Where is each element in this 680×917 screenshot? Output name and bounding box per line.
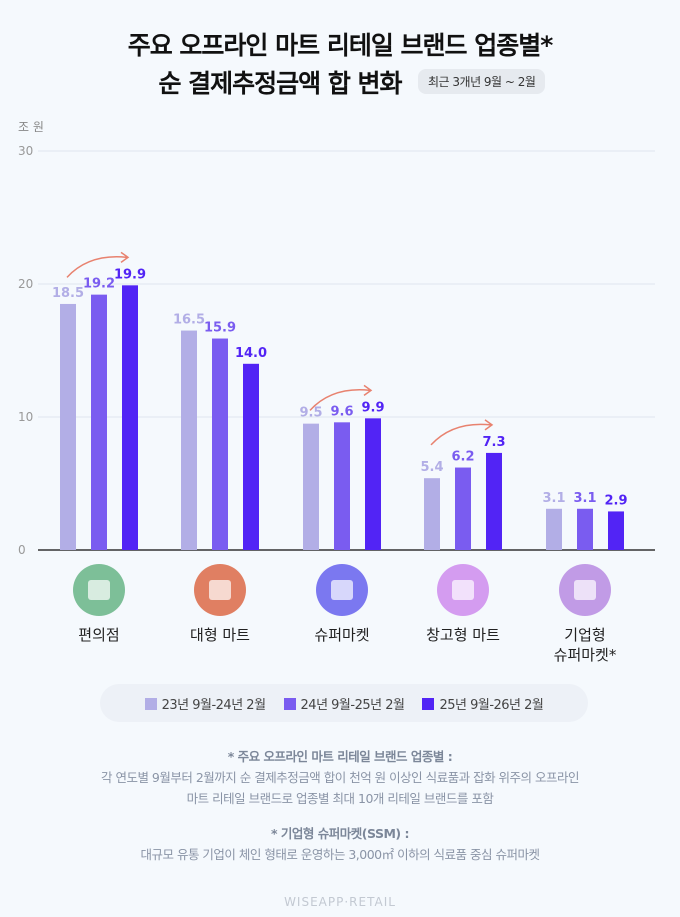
bar (91, 294, 107, 550)
increase-arrow (309, 389, 371, 411)
legend: 23년 9월-24년 2월 24년 9월-25년 2월 25년 9월-26년 2… (100, 684, 588, 722)
legend-label: 24년 9월-25년 2월 (300, 697, 405, 713)
y-tick-label: 30 (18, 144, 33, 158)
convenience-store-24-icon-glyph (88, 580, 110, 600)
legend-swatch (283, 697, 296, 710)
category-label: 기업형 (564, 626, 605, 644)
increase-arrow (430, 423, 492, 446)
legend-item: 25년 9월-26년 2월 (422, 694, 544, 713)
supermarket-store-icon-glyph (331, 580, 353, 600)
footer-logo: WISEAPP·RETAIL (284, 895, 396, 909)
bar (546, 508, 562, 550)
data-label: 9.5 (299, 406, 322, 421)
data-label: 7.3 (482, 435, 505, 450)
bar (486, 452, 502, 550)
shopping-cart-icon-glyph (209, 580, 231, 600)
bar (424, 478, 440, 550)
legend-item: 24년 9월-25년 2월 (283, 694, 405, 713)
footnotes: * 주요 오프라인 마트 리테일 브랜드 업종별 : 각 연도별 9월부터 2월… (0, 746, 680, 865)
y-tick-label: 10 (18, 410, 33, 424)
note1-line1: 각 연도별 9월부터 2월까지 순 결제추정금액 합이 천억 원 이상인 식료품… (100, 770, 580, 785)
category-label: 슈퍼마켓* (554, 646, 617, 664)
data-label: 19.9 (114, 267, 146, 282)
category-label: 대형 마트 (190, 626, 250, 644)
category-label: 편의점 (78, 626, 119, 644)
increase-arrow-head (363, 384, 373, 396)
bar (181, 330, 197, 550)
data-label: 9.9 (361, 400, 384, 415)
data-label: 15.9 (204, 321, 236, 336)
data-label: 9.6 (330, 404, 353, 419)
bar (60, 303, 76, 550)
y-tick-label: 20 (18, 277, 33, 291)
data-label: 14.0 (235, 346, 267, 361)
data-label: 18.5 (52, 286, 84, 301)
bar (365, 418, 381, 550)
legend-label: 25년 9월-26년 2월 (439, 697, 544, 713)
note2-line1: 대규모 유통 기업이 체인 형태로 운영하는 3,000㎡ 이하의 식료품 중심… (140, 847, 540, 862)
bar (334, 422, 350, 550)
bar (122, 285, 138, 550)
bar-chart: 조 원 0 10 20 30 18.519.219.9 편의점 16.515.9 14.0 대형 … (18, 120, 655, 664)
bar (455, 467, 471, 550)
note2-title: * 기업형 슈퍼마켓(SSM) : (271, 826, 409, 841)
category-label: 창고형 마트 (426, 626, 500, 644)
data-label: 3.1 (573, 491, 596, 506)
legend-label: 23년 9월-24년 2월 (161, 697, 266, 713)
data-label: 19.2 (83, 277, 115, 292)
note1-title: * 주요 오프라인 마트 리테일 브랜드 업종별 : (227, 749, 453, 764)
note1-line2: 마트 리테일 브랜드로 업종별 최대 10개 리테일 브랜드를 포함 (186, 791, 494, 806)
y-axis-label: 조 원 (18, 120, 44, 134)
bar (212, 338, 228, 550)
warehouse-store-icon-glyph (452, 580, 474, 600)
data-label: 5.4 (420, 460, 443, 475)
increase-arrow-head (120, 251, 130, 263)
y-tick-label: 0 (18, 543, 26, 557)
bar (577, 508, 593, 550)
title-line-1: 주요 오프라인 마트 리테일 브랜드 업종별* (127, 31, 554, 60)
data-label: 2.9 (604, 493, 627, 508)
data-label: 6.2 (451, 450, 474, 465)
shopping-bag-icon-glyph (574, 580, 596, 600)
bar (608, 511, 624, 550)
increase-arrow-head (484, 419, 494, 431)
period-badge: 최근 3개년 9월 ~ 2월 (418, 69, 546, 94)
increase-arrow (66, 256, 128, 278)
data-label: 3.1 (542, 491, 565, 506)
bar (243, 363, 259, 550)
bar (303, 423, 319, 550)
legend-item: 23년 9월-24년 2월 (144, 694, 266, 713)
title-line-2: 순 결제추정금액 합 변화 (158, 69, 402, 98)
category-label: 슈퍼마켓 (314, 626, 369, 644)
data-label: 16.5 (173, 313, 205, 328)
legend-swatch (144, 697, 157, 710)
legend-swatch (422, 697, 435, 710)
